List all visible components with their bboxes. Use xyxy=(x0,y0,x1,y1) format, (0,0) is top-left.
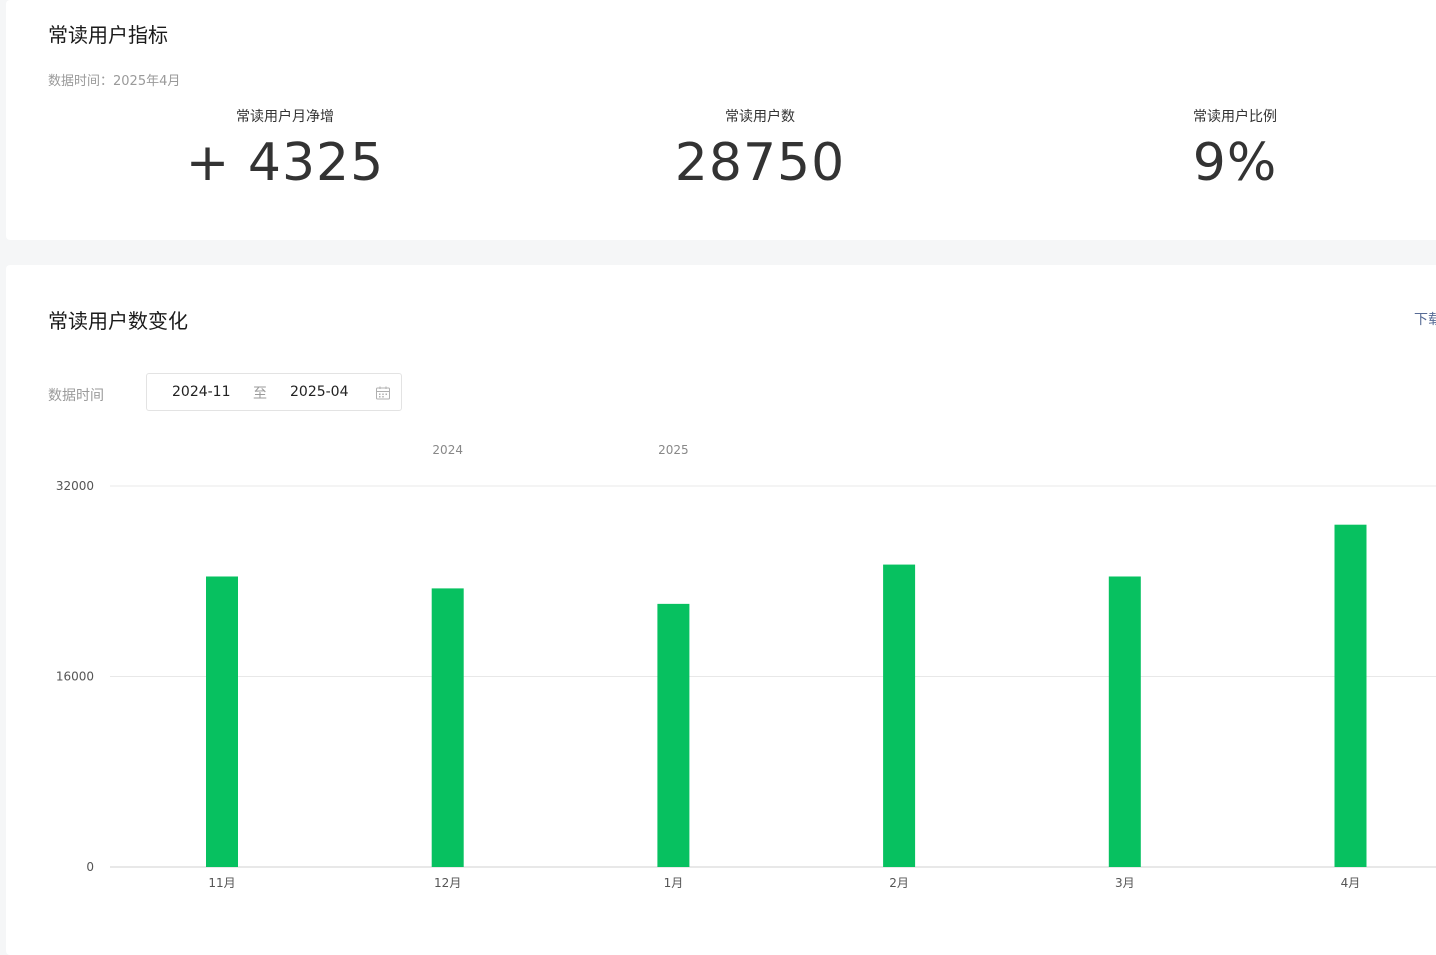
y-tick-label: 0 xyxy=(86,860,94,874)
x-tick-label: 4月 xyxy=(1341,876,1361,890)
bar xyxy=(657,603,690,867)
x-tick-label: 1月 xyxy=(664,876,684,890)
trend-title: 常读用户数变化 xyxy=(48,309,188,333)
metric-user-ratio-value: 9% xyxy=(1192,133,1278,193)
date-range-separator: 至 xyxy=(253,386,267,402)
metric-user-ratio: 常读用户比例 9% xyxy=(1085,108,1385,194)
metric-user-count-label: 常读用户数 xyxy=(725,109,795,125)
x-tick-label: 11月 xyxy=(208,876,235,890)
metric-net-increase-value: + 4325 xyxy=(185,133,385,193)
date-range-start[interactable]: 2024-11 xyxy=(172,384,231,400)
y-tick-label: 16000 xyxy=(56,670,94,684)
metric-net-increase: 常读用户月净增 + 4325 xyxy=(135,108,435,194)
y-tick-label: 32000 xyxy=(56,479,94,493)
metric-user-count: 常读用户数 28750 xyxy=(610,108,910,194)
metrics-title: 常读用户指标 xyxy=(48,23,168,47)
calendar-icon[interactable] xyxy=(375,385,391,401)
bar xyxy=(206,576,238,867)
date-range-picker[interactable]: 2024-11 至 2025-04 xyxy=(146,373,402,411)
year-label: 2024 xyxy=(432,443,463,457)
metrics-data-time: 数据时间：2025年4月 xyxy=(48,74,181,89)
trend-bar-chart: 0 16000 32000 11月 12月 1月 2月 3月 4月 2024 2025 xyxy=(56,443,1436,890)
metric-user-ratio-label: 常读用户比例 xyxy=(1193,109,1277,125)
bar xyxy=(1108,576,1141,867)
x-tick-label: 3月 xyxy=(1115,876,1135,890)
trend-card: 常读用户数变化 下载 数据时间 2024-11 至 2025-04 0 16000… xyxy=(6,265,1436,955)
x-tick-label: 2月 xyxy=(889,876,909,890)
metric-user-count-value: 28750 xyxy=(674,133,846,193)
date-range-end[interactable]: 2025-04 xyxy=(290,384,349,400)
download-link[interactable]: 下载 xyxy=(1414,312,1436,328)
year-label: 2025 xyxy=(658,443,689,457)
bar xyxy=(1334,524,1367,867)
x-tick-label: 12月 xyxy=(434,876,461,890)
metric-net-increase-label: 常读用户月净增 xyxy=(236,109,334,125)
date-filter-label: 数据时间 xyxy=(48,388,104,404)
bar xyxy=(431,588,464,867)
metrics-card: 常读用户指标 数据时间：2025年4月 常读用户月净增 + 4325 常读用户数… xyxy=(6,0,1436,240)
bar xyxy=(883,564,916,867)
